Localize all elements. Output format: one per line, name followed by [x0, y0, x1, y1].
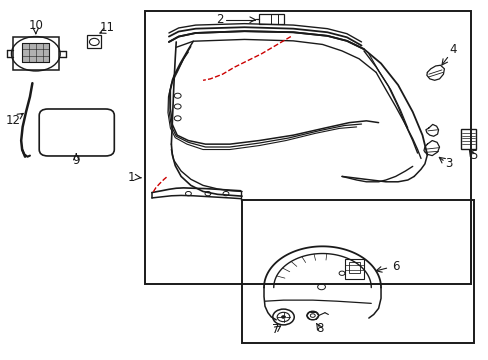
Text: 7: 7 — [272, 323, 279, 336]
Text: 5: 5 — [469, 149, 476, 162]
Text: 2: 2 — [216, 13, 224, 26]
Text: 8: 8 — [316, 322, 323, 335]
Bar — [22, 43, 49, 62]
Text: 11: 11 — [99, 21, 114, 34]
Text: 10: 10 — [28, 19, 43, 32]
Bar — [13, 37, 59, 69]
Bar — [259, 14, 284, 24]
Bar — [345, 259, 363, 279]
Bar — [144, 12, 470, 284]
Text: 1: 1 — [127, 171, 135, 184]
Bar — [348, 262, 359, 273]
Text: 4: 4 — [448, 42, 456, 55]
Circle shape — [281, 315, 285, 319]
Text: 6: 6 — [391, 260, 399, 273]
Bar — [242, 200, 473, 343]
Bar — [460, 129, 475, 149]
Bar — [87, 36, 101, 48]
Text: 3: 3 — [445, 157, 452, 170]
Text: 9: 9 — [72, 154, 80, 167]
Text: 12: 12 — [5, 114, 20, 127]
